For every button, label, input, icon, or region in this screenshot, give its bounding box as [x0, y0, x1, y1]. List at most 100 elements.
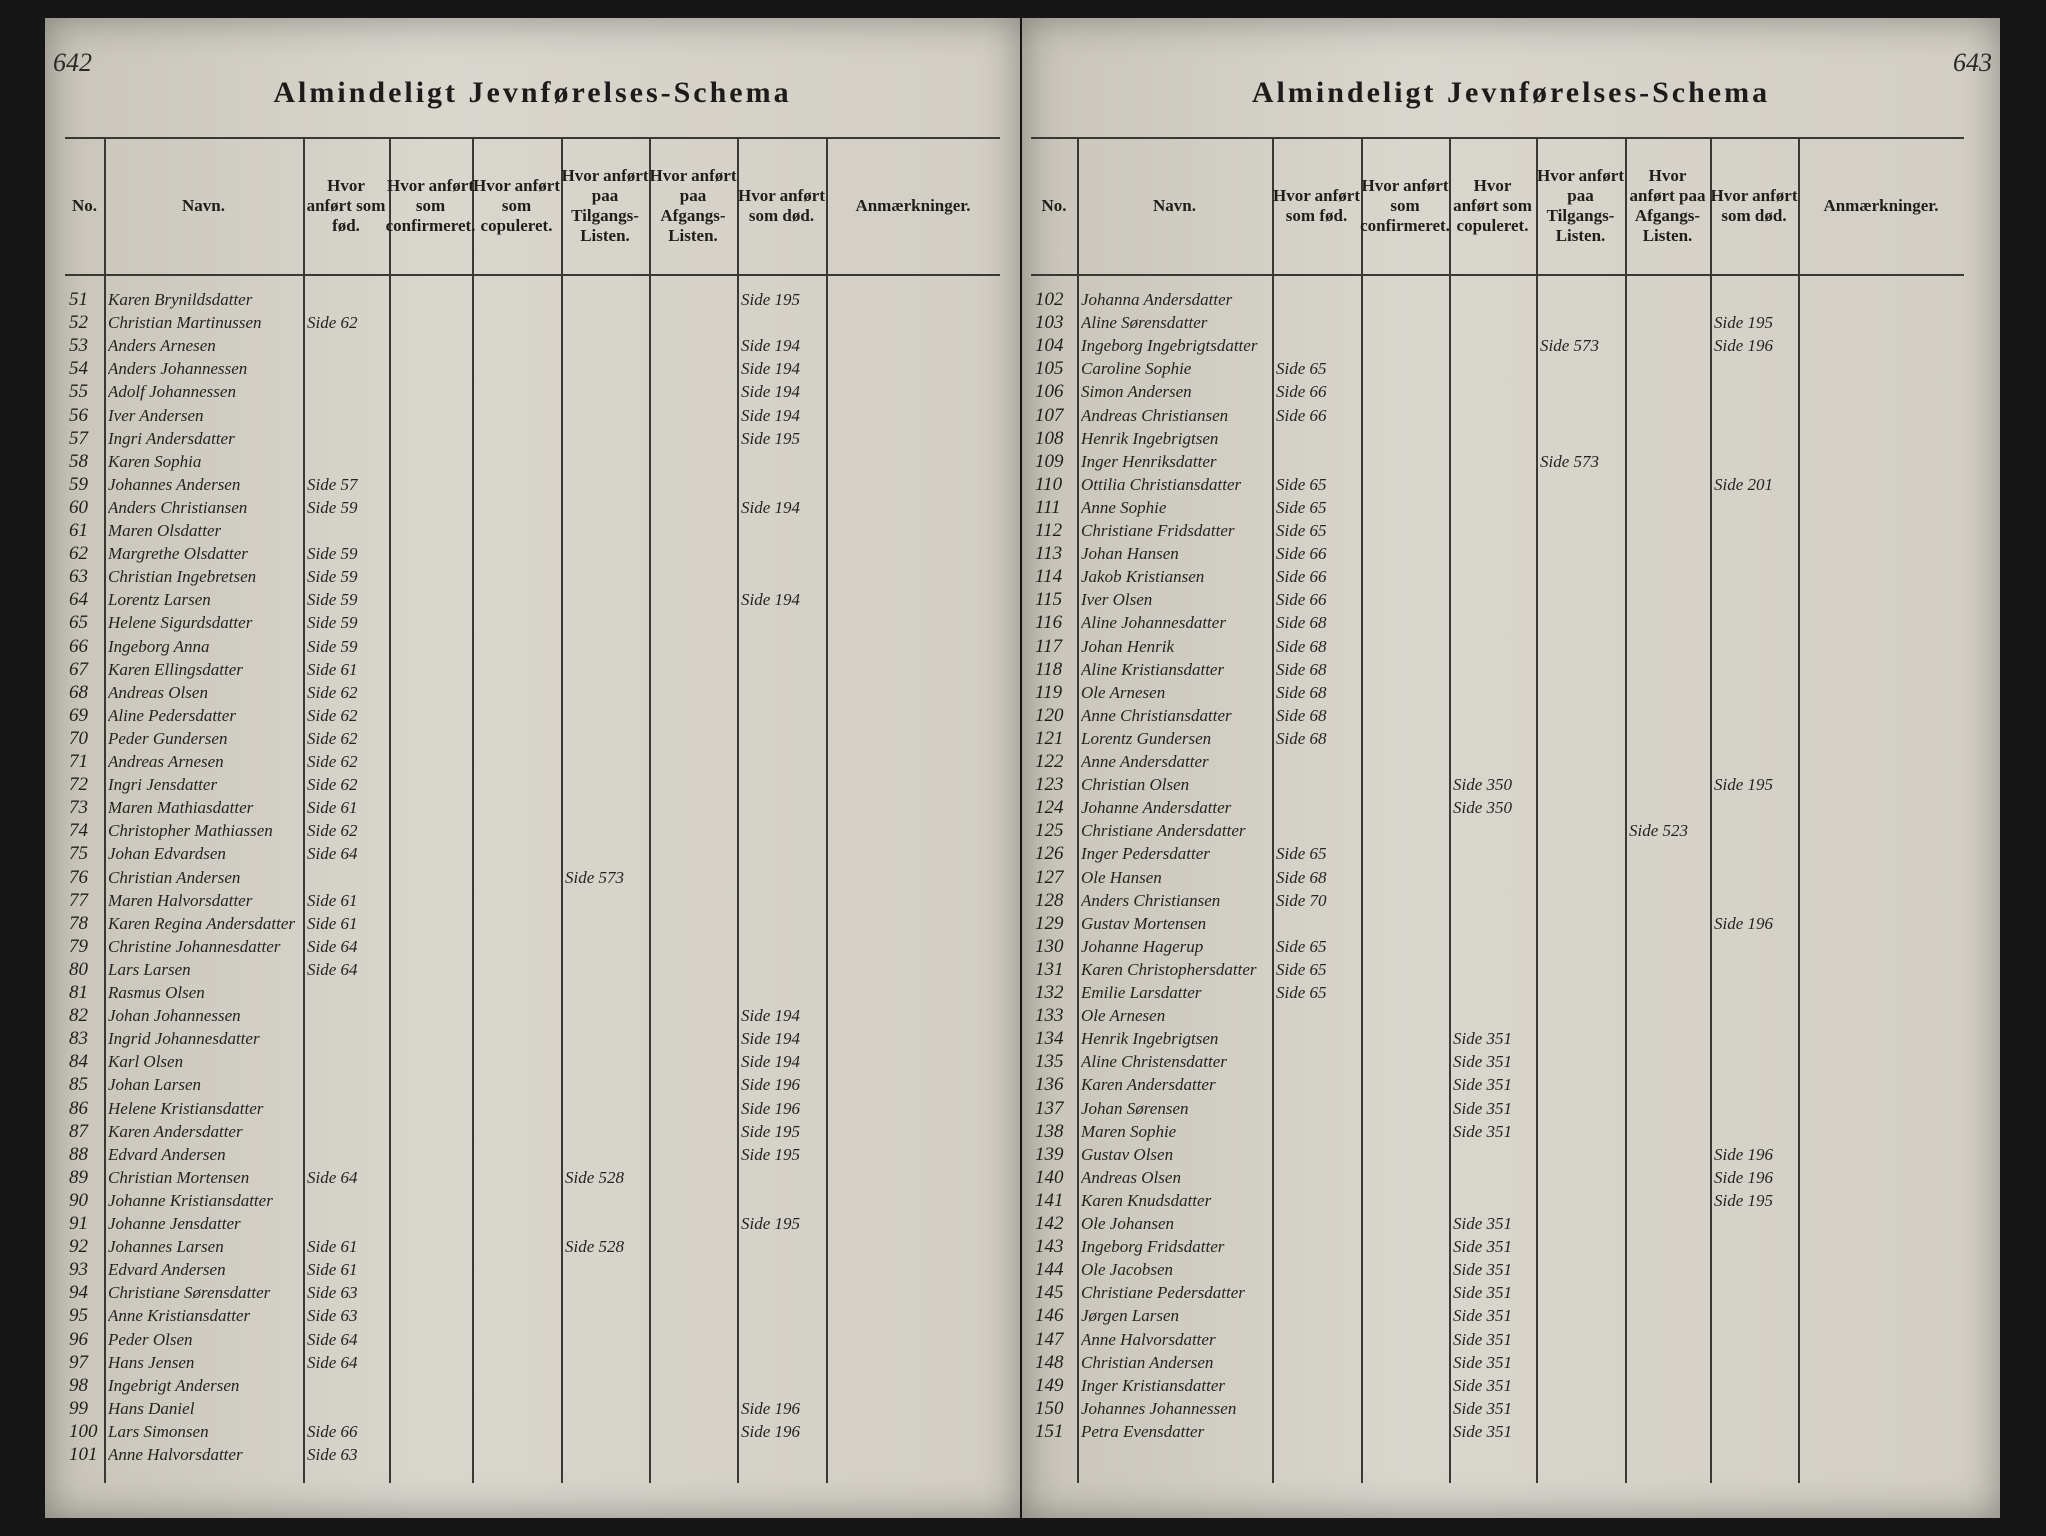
person-name: Anne Halvorsdatter: [1081, 1329, 1216, 1349]
column-header: Hvor anført som død.: [737, 185, 826, 225]
person-name: Iver Andersen: [108, 405, 204, 425]
row-number: 105: [1035, 358, 1064, 380]
column-header: Hvor anført paa Tilgangs-Listen.: [561, 165, 649, 245]
person-name: Petra Evensdatter: [1081, 1421, 1205, 1441]
row-number: 143: [1035, 1236, 1064, 1258]
person-name: Karl Olsen: [108, 1052, 184, 1072]
page-reference: Side 68: [1276, 659, 1327, 679]
row-number: 108: [1035, 427, 1064, 449]
person-name: Ingrid Johannesdatter: [108, 1029, 260, 1049]
page-reference: Side 61: [307, 659, 358, 679]
person-name: Andreas Christiansen: [1081, 405, 1229, 425]
page-reference: Side 64: [307, 1329, 358, 1349]
person-name: Karen Christophersdatter: [1081, 959, 1257, 979]
page-reference: Side 195: [741, 1144, 801, 1164]
page-reference: Side 66: [1276, 567, 1327, 587]
page-reference: Side 64: [307, 844, 358, 864]
page-number: 642: [53, 48, 92, 77]
person-name: Aline Sørensdatter: [1081, 313, 1208, 333]
row-number: 63: [69, 566, 88, 588]
row-number: 145: [1035, 1282, 1064, 1304]
column-header: Hvor anført som fød.: [306, 175, 386, 235]
person-name: Christian Mortensen: [108, 1167, 250, 1187]
row-number: 125: [1035, 820, 1064, 842]
row-number: 122: [1035, 751, 1064, 772]
page-reference: Side 351: [1453, 1352, 1513, 1372]
row-number: 147: [1035, 1328, 1064, 1350]
page-reference: Side 65: [1276, 959, 1327, 979]
column-header: Navn.: [182, 195, 225, 215]
row-number: 65: [69, 612, 88, 634]
page-reference: Side 59: [307, 567, 358, 587]
page-reference: Side 523: [1629, 821, 1689, 841]
row-number: 137: [1035, 1097, 1064, 1119]
column-rule: [303, 137, 305, 1483]
page-reference: Side 62: [307, 728, 358, 748]
page-reference: Side 195: [741, 428, 801, 448]
row-number: 115: [1035, 589, 1063, 611]
row-number: 101: [69, 1444, 98, 1465]
row-number: 133: [1035, 1005, 1064, 1027]
person-name: Johan Sørensen: [1081, 1098, 1189, 1118]
person-name: Ole Hansen: [1081, 867, 1162, 887]
page-reference: Side 61: [307, 1237, 358, 1257]
person-name: Christian Martinussen: [108, 313, 262, 333]
page-reference: Side 62: [307, 682, 358, 702]
person-name: Iver Olsen: [1081, 590, 1153, 610]
page-reference: Side 350: [1453, 798, 1513, 818]
column-header: Hvor anført som confirmeret.: [385, 175, 476, 235]
row-number: 92: [69, 1236, 88, 1258]
row-number: 129: [1035, 912, 1064, 934]
row-number: 69: [69, 704, 88, 726]
column-rule: [1798, 137, 1800, 1483]
page-reference: Side 61: [307, 890, 358, 910]
column-header: Navn.: [1153, 195, 1196, 215]
page-reference: Side 195: [741, 290, 801, 309]
row-number: 70: [69, 727, 88, 749]
person-name: Ole Arnesen: [1081, 1006, 1166, 1026]
person-name: Johanne Andersdatter: [1081, 798, 1232, 818]
person-name: Inger Pedersdatter: [1081, 844, 1210, 864]
page-reference: Side 195: [741, 1121, 801, 1141]
row-number: 112: [1035, 520, 1063, 541]
row-number: 59: [69, 473, 88, 495]
column-rule: [649, 137, 651, 1483]
person-name: Maren Sophie: [1081, 1121, 1177, 1141]
column-header: Hvor anført som fød.: [1272, 185, 1361, 225]
row-number: 77: [69, 889, 88, 911]
page-reference: Side 194: [741, 336, 801, 356]
person-name: Christian Olsen: [1081, 775, 1190, 795]
page-reference: Side 63: [307, 1306, 358, 1326]
column-rule: [1272, 137, 1274, 1483]
row-number: 134: [1035, 1028, 1064, 1050]
row-number: 94: [69, 1282, 88, 1304]
row-number: 84: [69, 1051, 88, 1073]
page-reference: Side 194: [741, 1006, 801, 1026]
page-reference: Side 64: [307, 1167, 358, 1187]
page-reference: Side 59: [307, 613, 358, 633]
row-number: 103: [1035, 312, 1064, 334]
person-name: Jørgen Larsen: [1081, 1306, 1180, 1326]
header-rule: [65, 274, 1000, 276]
page-reference: Side 528: [565, 1237, 625, 1257]
row-number: 131: [1035, 958, 1064, 980]
row-number: 140: [1035, 1166, 1064, 1188]
person-name: Anders Arnesen: [108, 336, 216, 356]
page-reference: Side 70: [1276, 890, 1327, 910]
person-name: Anne Christiansdatter: [1081, 705, 1232, 725]
row-number: 74: [69, 820, 88, 842]
row-number: 144: [1035, 1259, 1064, 1281]
row-number: 142: [1035, 1213, 1064, 1234]
row-number: 78: [69, 912, 88, 934]
row-number: 130: [1035, 935, 1064, 957]
person-name: Simon Andersen: [1081, 382, 1192, 402]
column-rule: [1710, 137, 1712, 1483]
page-number: 643: [1953, 48, 1992, 77]
row-number: 99: [69, 1397, 88, 1419]
page-reference: Side 61: [307, 913, 358, 933]
page-reference: Side 195: [1714, 1190, 1774, 1210]
page-reference: Side 59: [307, 590, 358, 610]
person-name: Henrik Ingebrigtsen: [1081, 428, 1219, 448]
person-name: Inger Henriksdatter: [1081, 451, 1217, 471]
row-number: 66: [69, 635, 88, 657]
